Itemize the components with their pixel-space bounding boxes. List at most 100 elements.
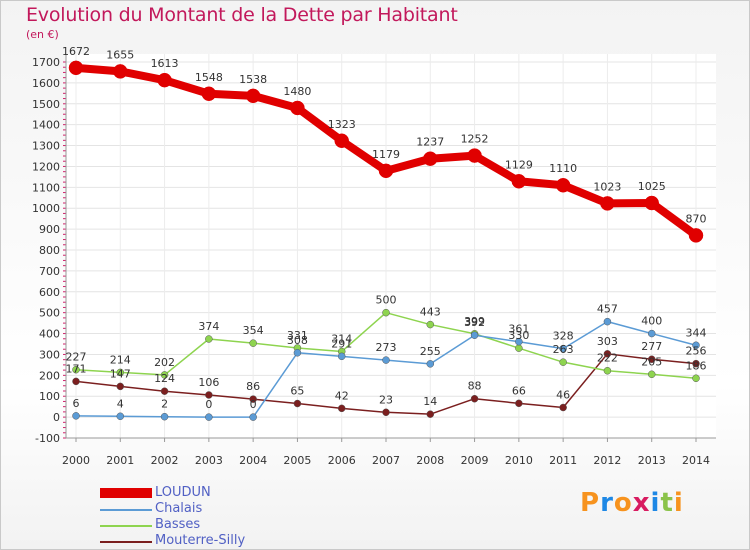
data-point [245,88,261,104]
unit-label: (en €) [26,28,59,41]
proxiti-logo: Proxiti [580,488,684,518]
data-label: 222 [597,352,618,365]
grid [66,54,716,439]
logo-letter: r [600,488,614,518]
data-point [426,320,435,329]
data-label: 1252 [461,133,489,146]
data-label: 171 [66,362,87,375]
data-label: 23 [379,393,393,406]
data-label: 443 [420,306,441,319]
y-tick-label: 1600 [32,77,60,90]
data-point [692,341,700,350]
x-tick-label: 2002 [151,454,179,467]
data-point [378,163,394,179]
x-tick-label: 2009 [461,454,489,467]
data-label: 255 [420,345,441,358]
data-label: 291 [331,337,352,350]
data-point [515,344,523,352]
data-label: 46 [556,389,570,402]
data-point [293,349,302,357]
data-point [334,133,349,149]
data-label: 202 [154,356,175,369]
data-label: 1129 [505,158,533,171]
data-label: 263 [553,343,574,356]
x-tick-label: 2014 [682,454,710,467]
x-tick-label: 2006 [328,454,356,467]
data-point [160,412,169,421]
legend-label: Mouterre-Silly [155,533,246,548]
data-label: 147 [110,367,131,380]
data-label: 1655 [106,48,134,61]
data-label: 214 [110,353,131,366]
data-point [249,395,257,403]
data-label: 42 [335,389,349,402]
data-label: 0 [205,398,212,411]
data-label: 1025 [638,180,666,193]
data-point [116,368,125,377]
x-axis: 2000 2001 2002 2003 2004 2005 2006 2007 2008 2009… [62,437,716,467]
data-label: 374 [198,320,219,333]
logo-letter: t [660,488,674,518]
data-point [423,151,438,166]
logo-letter: i [650,488,661,518]
data-point [160,371,169,379]
data-point [515,399,523,408]
data-point [647,355,656,363]
data-point [603,317,612,326]
legend-swatch [100,525,152,527]
data-label: 86 [246,380,260,393]
data-label: 186 [686,359,707,372]
data-point [72,377,80,386]
data-point [692,374,700,383]
data-label: 1323 [328,118,356,131]
data-point [559,358,567,366]
legend-label: LOUDUN [155,485,211,500]
legend-label: Basses [155,517,201,532]
data-label: 0 [250,398,257,411]
data-label: 303 [597,335,618,348]
data-label: 4 [117,397,124,410]
data-label: 205 [641,355,662,368]
data-label: 1672 [62,45,90,58]
y-tick-label: 300 [39,348,60,361]
data-label: 124 [154,372,175,385]
data-label: 227 [66,351,87,364]
data-label: 344 [686,326,707,339]
data-point [382,308,390,317]
y-tick-label: 1100 [32,181,60,194]
series-layer [68,60,704,421]
data-label: 331 [287,329,308,342]
data-point [644,195,659,211]
legend-swatch [100,509,152,511]
data-label: 1179 [372,148,400,161]
data-point [692,359,700,368]
y-tick-label: 0 [53,411,60,424]
data-point [426,410,435,418]
data-label: 392 [464,316,485,329]
data-label: 308 [287,334,308,347]
data-label: 256 [686,345,707,358]
data-label: 1548 [195,71,223,84]
data-label: 500 [376,294,397,307]
x-tick-label: 2005 [283,454,311,467]
data-point [382,356,390,364]
data-point [160,387,169,395]
data-point [426,360,435,368]
legend-label: Chalais [155,501,203,516]
data-label: 277 [641,340,662,353]
x-tick-label: 2010 [505,454,533,467]
data-label: 273 [376,341,397,354]
legend-swatch [100,541,152,543]
y-tick-label: 400 [39,328,60,341]
x-tick-label: 2012 [593,454,621,467]
y-tick-label: 500 [39,307,60,320]
data-point [647,329,656,338]
data-label: 14 [423,395,437,408]
y-tick-label: 1400 [32,119,60,132]
data-point [290,100,305,116]
data-point [68,60,84,76]
data-point [467,148,482,163]
data-point [600,196,615,211]
data-label: 314 [331,333,352,346]
logo-letter: P [580,488,601,518]
